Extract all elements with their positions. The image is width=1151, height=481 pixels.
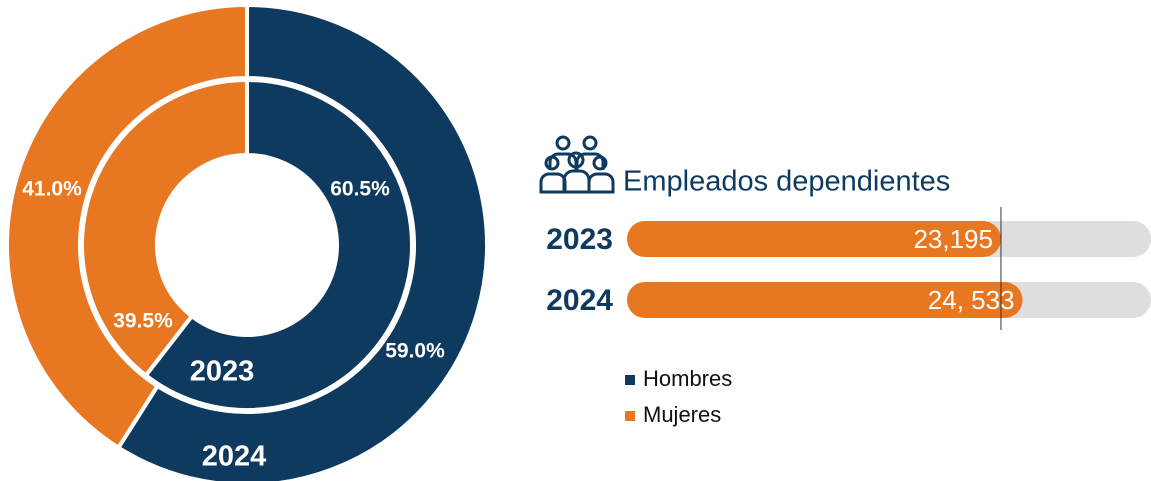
donut-segment [115, 2, 489, 481]
ring-label: 2023 [190, 356, 255, 388]
bar-category: 2023 [546, 223, 613, 256]
donut-segment [5, 2, 249, 451]
legend-swatch [625, 375, 635, 385]
bar-value: 24, 533 [928, 285, 1015, 315]
data-label: 39.5% [113, 310, 173, 333]
data-label: 60.5% [330, 178, 390, 201]
data-label: 59.0% [385, 340, 445, 363]
donut-segment [143, 77, 414, 412]
data-label: 41.0% [22, 178, 82, 201]
bar-category: 2024 [546, 284, 613, 317]
bar-value: 23,195 [913, 224, 993, 254]
legend-swatch [625, 411, 635, 421]
legend-label: Hombres [643, 366, 732, 391]
bar [627, 282, 1023, 318]
legend-label: Mujeres [643, 402, 721, 427]
bar-title: Empleados dependientes [623, 166, 950, 198]
donut-segment [80, 77, 249, 379]
people-icon [539, 135, 615, 194]
bar [627, 221, 1001, 257]
ring-label: 2024 [202, 441, 267, 473]
